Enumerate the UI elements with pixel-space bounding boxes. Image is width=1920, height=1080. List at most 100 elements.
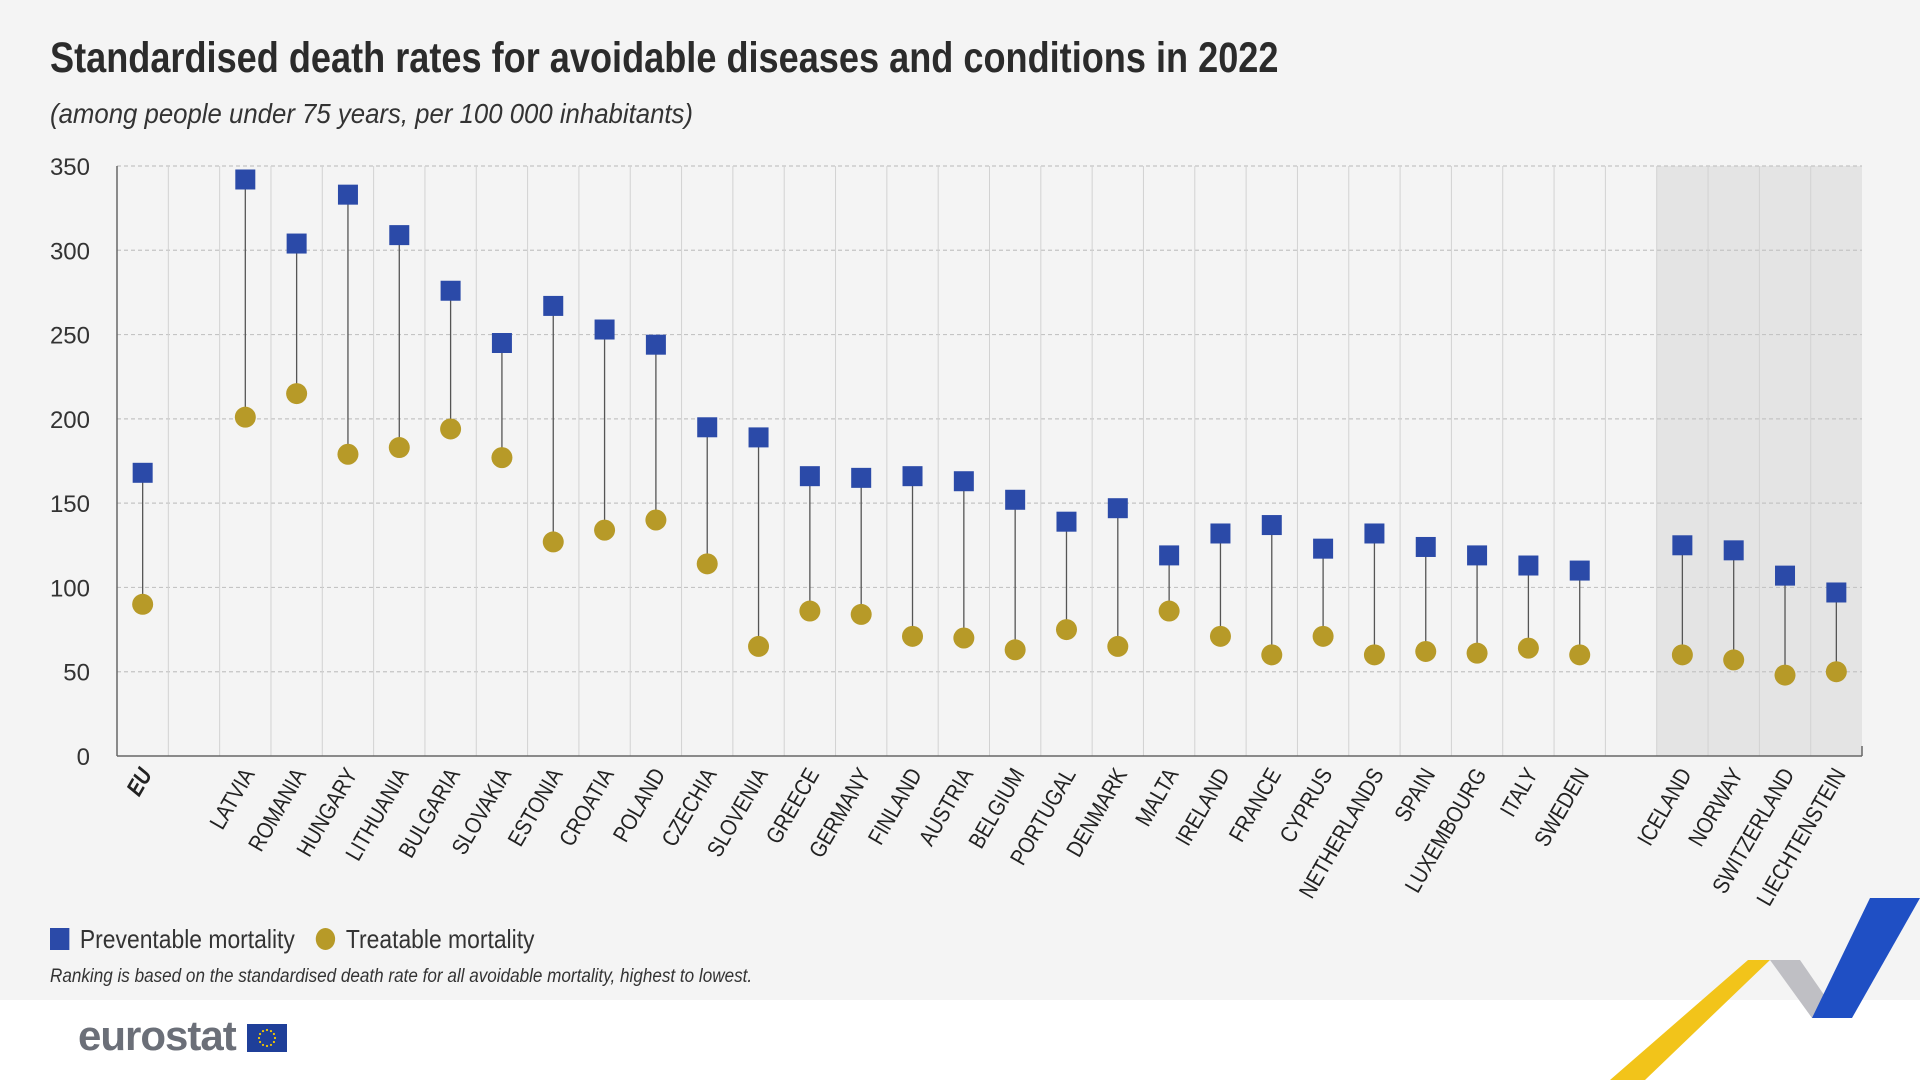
eurostat-logo-text: eurostat xyxy=(78,1012,237,1059)
preventable-marker-spain xyxy=(1415,536,1436,557)
treatable-marker-slovakia xyxy=(491,447,513,469)
treatable-marker-romania xyxy=(286,383,308,405)
eu-flag-star xyxy=(261,1043,265,1047)
eu-flag-star xyxy=(265,1044,269,1048)
treatable-marker-germany xyxy=(850,603,872,625)
decorative-ribbon-icon xyxy=(1610,898,1920,1080)
y-tick-label-350: 350 xyxy=(50,154,90,181)
preventable-marker-cyprus xyxy=(1313,538,1334,559)
treatable-marker-sweden xyxy=(1569,644,1591,666)
preventable-marker-germany xyxy=(851,467,872,488)
eu-flag-star xyxy=(265,1028,269,1032)
preventable-marker-slovenia xyxy=(748,427,769,448)
preventable-marker-netherlands xyxy=(1364,523,1385,544)
x-tick-label-malta: MALTA xyxy=(1130,763,1184,830)
treatable-marker-cyprus xyxy=(1312,625,1334,647)
preventable-marker-denmark xyxy=(1107,498,1128,519)
eu-flag-star xyxy=(272,1040,276,1044)
y-tick-label-300: 300 xyxy=(50,238,90,265)
treatable-marker-estonia xyxy=(542,531,564,553)
treatable-marker-greece xyxy=(799,600,821,622)
preventable-marker-czechia xyxy=(697,417,718,438)
treatable-marker-latvia xyxy=(234,406,256,428)
treatable-marker-poland xyxy=(645,509,667,531)
preventable-marker-sweden xyxy=(1569,560,1590,581)
preventable-marker-luxembourg xyxy=(1467,545,1488,566)
treatable-marker-norway xyxy=(1723,649,1745,671)
preventable-marker-norway xyxy=(1723,540,1744,561)
y-tick-label-50: 50 xyxy=(63,660,90,687)
y-tick-label-100: 100 xyxy=(50,575,90,602)
chart-title: Standardised death rates for avoidable d… xyxy=(50,34,1279,82)
treatable-marker-liechtenstein xyxy=(1825,661,1847,683)
axes xyxy=(116,166,1863,757)
eu-flag-star xyxy=(258,1032,262,1036)
eu-flag-star xyxy=(269,1043,273,1047)
preventable-marker-ireland xyxy=(1210,523,1231,544)
treatable-marker-bulgaria xyxy=(440,418,462,440)
treatable-marker-croatia xyxy=(594,519,616,541)
treatable-marker-luxembourg xyxy=(1466,642,1488,664)
treatable-marker-france xyxy=(1261,644,1283,666)
preventable-marker-poland xyxy=(645,334,666,355)
legend: Preventable mortality Treatable mortalit… xyxy=(50,922,535,956)
eu-flag-star xyxy=(272,1032,276,1036)
preventable-marker-austria xyxy=(953,471,974,492)
treatable-marker-czechia xyxy=(696,553,718,575)
preventable-marker-belgium xyxy=(1005,489,1026,510)
preventable-marker-finland xyxy=(902,466,923,487)
preventable-marker-liechtenstein xyxy=(1826,582,1847,603)
preventable-marker-eu xyxy=(132,462,153,483)
preventable-marker-malta xyxy=(1159,545,1180,566)
treatable-marker-eu xyxy=(132,593,154,615)
legend-square-icon xyxy=(50,928,70,950)
y-tick-label-150: 150 xyxy=(50,491,90,518)
preventable-marker-france xyxy=(1261,515,1282,536)
preventable-marker-latvia xyxy=(235,169,256,190)
preventable-marker-hungary xyxy=(337,184,358,205)
x-tick-label-eu: EU xyxy=(121,763,157,800)
treatable-marker-hungary xyxy=(337,443,359,465)
y-tick-labels: 0 50 100 150 200 250 300 350 xyxy=(50,154,90,771)
preventable-marker-romania xyxy=(286,233,307,254)
treatable-marker-malta xyxy=(1158,600,1180,622)
preventable-marker-croatia xyxy=(594,319,615,340)
preventable-marker-iceland xyxy=(1672,535,1693,556)
treatable-marker-switzerland xyxy=(1774,664,1796,686)
ranking-note: Ranking is based on the standardised dea… xyxy=(50,966,753,987)
preventable-marker-switzerland xyxy=(1775,565,1796,586)
chart-subtitle: (among people under 75 years, per 100 00… xyxy=(50,98,694,129)
x-tick-label-italy: ITALY xyxy=(1495,764,1543,821)
treatable-marker-finland xyxy=(902,625,924,647)
treatable-marker-slovenia xyxy=(748,635,770,657)
preventable-marker-italy xyxy=(1518,555,1539,576)
preventable-marker-slovakia xyxy=(491,333,512,353)
x-tick-labels: EU LATVIAROMANIAHUNGARYLITHUANIABULGARIAS… xyxy=(121,763,1851,910)
treatable-marker-denmark xyxy=(1107,635,1129,657)
preventable-marker-lithuania xyxy=(389,225,410,246)
eu-flag-star xyxy=(257,1036,261,1040)
eu-flag-star xyxy=(273,1036,277,1040)
x-tick-label-spain: SPAIN xyxy=(1389,764,1440,826)
eu-flag-star xyxy=(258,1040,262,1044)
y-tick-label-200: 200 xyxy=(50,407,90,434)
legend-treatable-label: Treatable mortality xyxy=(345,923,535,954)
treatable-marker-portugal xyxy=(1055,619,1077,641)
eu-flag-icon xyxy=(247,1024,287,1052)
preventable-marker-greece xyxy=(799,466,820,487)
footer-bar xyxy=(0,1000,1920,1080)
treatable-marker-netherlands xyxy=(1363,644,1385,666)
grid-lines xyxy=(117,165,1862,673)
data-markers xyxy=(132,169,1847,686)
treatable-marker-ireland xyxy=(1209,625,1231,647)
legend-circle-icon xyxy=(315,928,336,950)
treatable-marker-austria xyxy=(953,627,975,649)
preventable-marker-estonia xyxy=(543,295,564,316)
connector-lines xyxy=(142,179,1837,676)
treatable-marker-italy xyxy=(1517,637,1539,659)
treatable-marker-belgium xyxy=(1004,639,1026,661)
eu-flag-star xyxy=(261,1029,265,1033)
x-tick-label-latvia: LATVIA xyxy=(205,763,261,834)
y-tick-label-0: 0 xyxy=(77,744,90,771)
